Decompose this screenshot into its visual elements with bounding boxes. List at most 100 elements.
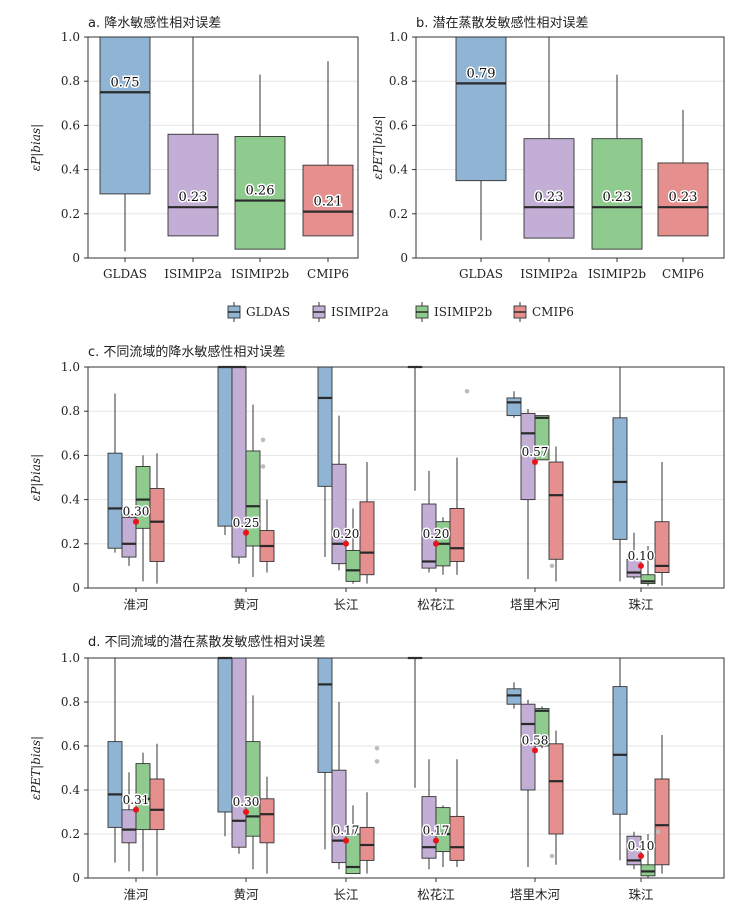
mean-value-label: 0.20: [423, 527, 450, 541]
y-tick-label: 0.4: [61, 783, 80, 797]
x-tick-label: CMIP6: [307, 267, 349, 281]
box-ISIMIP2b: [345, 805, 361, 875]
box-iqr: [231, 657, 247, 848]
mean-value-label: 0.25: [233, 516, 260, 530]
mean-point: [343, 837, 349, 844]
box-GLDAS: [407, 365, 423, 491]
box-iqr: [640, 864, 656, 877]
mean-value-label: 0.30: [233, 795, 260, 809]
panel-frame: [87, 657, 725, 879]
box-ISIMIP2a: [121, 510, 137, 566]
box-ISIMIP2a: [231, 657, 247, 854]
y-tick-label: 0.8: [61, 74, 80, 88]
box-iqr: [217, 366, 233, 527]
box-iqr: [107, 452, 123, 549]
mean-value-label: 0.17: [333, 824, 360, 838]
median-value-label: 0.23: [603, 190, 632, 205]
box-iqr: [121, 809, 137, 844]
median-value-label: 0.23: [669, 190, 698, 205]
box-iqr: [548, 743, 564, 835]
box-iqr: [591, 138, 643, 250]
x-tick-label: 长江: [333, 887, 358, 902]
median-value-label: 0.23: [179, 190, 208, 205]
median-value-label: 0.79: [467, 66, 496, 81]
y-tick-label: 0.2: [389, 207, 408, 221]
y-tick-label: 0.6: [61, 448, 80, 462]
box-ISIMIP2b: [245, 404, 261, 577]
box-CMIP6: [449, 759, 465, 867]
box-iqr: [449, 815, 465, 861]
box-ISIMIP2b: [234, 74, 286, 250]
box-iqr: [640, 574, 656, 585]
outlier-point: [260, 464, 266, 469]
box-GLDAS: [107, 393, 123, 553]
box-GLDAS: [455, 36, 507, 241]
box-ISIMIP2b: [135, 752, 151, 872]
panel-frame: [415, 36, 725, 259]
outlier-point: [535, 737, 541, 742]
box-ISIMIP2a: [421, 470, 437, 573]
legend: GLDAS ISIMIP2a ISIMIP2b CMIP6: [227, 302, 574, 322]
mean-point: [638, 562, 644, 569]
box-iqr: [612, 686, 628, 815]
box-GLDAS: [506, 682, 522, 709]
box-iqr: [359, 501, 375, 576]
mean-point: [133, 518, 139, 525]
mean-value-label: 0.10: [628, 549, 655, 563]
box-GLDAS: [217, 656, 233, 837]
legend-label: CMIP6: [532, 305, 574, 319]
outlier-point: [374, 745, 380, 751]
box-iqr: [523, 138, 575, 239]
legend-item-ISIMIP2a: ISIMIP2a: [312, 302, 389, 322]
x-tick-label: ISIMIP2b: [588, 267, 646, 281]
y-tick-label: 0: [72, 251, 80, 265]
y-tick-label: 1.0: [389, 30, 408, 44]
outlier-point: [549, 563, 555, 569]
box-CMIP6: [259, 499, 275, 573]
box-GLDAS: [99, 36, 151, 252]
box-iqr: [259, 798, 275, 844]
median-value-label: 0.26: [246, 184, 275, 199]
y-axis-label: εP|bias|: [29, 454, 43, 501]
x-tick-label: ISIMIP2a: [520, 267, 578, 281]
box-ISIMIP2a: [626, 532, 642, 580]
box-iqr: [520, 703, 536, 791]
box-GLDAS: [506, 391, 522, 418]
mean-point: [243, 529, 249, 536]
mean-point: [133, 806, 139, 813]
box-ISIMIP2a: [331, 415, 347, 571]
box-iqr: [99, 36, 151, 195]
box-iqr: [654, 521, 670, 573]
box-ISIMIP2b: [591, 74, 643, 250]
mean-value-label: 0.30: [123, 505, 150, 519]
mean-value-label: 0.58: [522, 733, 549, 747]
outlier-point: [549, 853, 555, 859]
box-iqr: [234, 135, 286, 250]
box-ISIMIP2a: [167, 37, 219, 237]
box-ISIMIP2a: [626, 831, 642, 870]
box-iqr: [534, 708, 550, 747]
box-GLDAS: [217, 365, 233, 535]
box-iqr: [612, 417, 628, 540]
mean-point: [532, 747, 538, 754]
y-tick-label: 1.0: [61, 651, 80, 665]
x-tick-label: 松花江: [417, 887, 455, 902]
panel-d: 0 0.2 0.4 0.6 0.8 1.0 d. 不同流域的潜在蒸散发敏感性相对误差 εPET…: [29, 634, 725, 902]
x-tick-label: 塔里木河: [510, 597, 561, 612]
box-iqr: [167, 133, 219, 237]
box-ISIMIP2a: [523, 37, 575, 239]
y-tick-label: 0.4: [389, 163, 408, 177]
panel-b: 0 0.2 0.4 0.6 0.8 1.0 b. 潜在蒸散发敏感性相对误差 εPET|bias…: [371, 15, 725, 281]
box-GLDAS: [317, 366, 333, 558]
mean-value-label: 0.10: [628, 839, 655, 853]
box-GLDAS: [612, 367, 628, 582]
box-iqr: [345, 549, 361, 582]
box-ISIMIP2a: [121, 772, 137, 872]
mean-point: [532, 459, 538, 466]
box-iqr: [449, 507, 465, 562]
x-tick-label: CMIP6: [662, 267, 704, 281]
x-tick-label: 淮河: [123, 887, 149, 902]
x-tick-label: 珠江: [628, 597, 653, 612]
box-iqr: [657, 162, 709, 237]
panel-title: b. 潜在蒸散发敏感性相对误差: [416, 15, 589, 31]
